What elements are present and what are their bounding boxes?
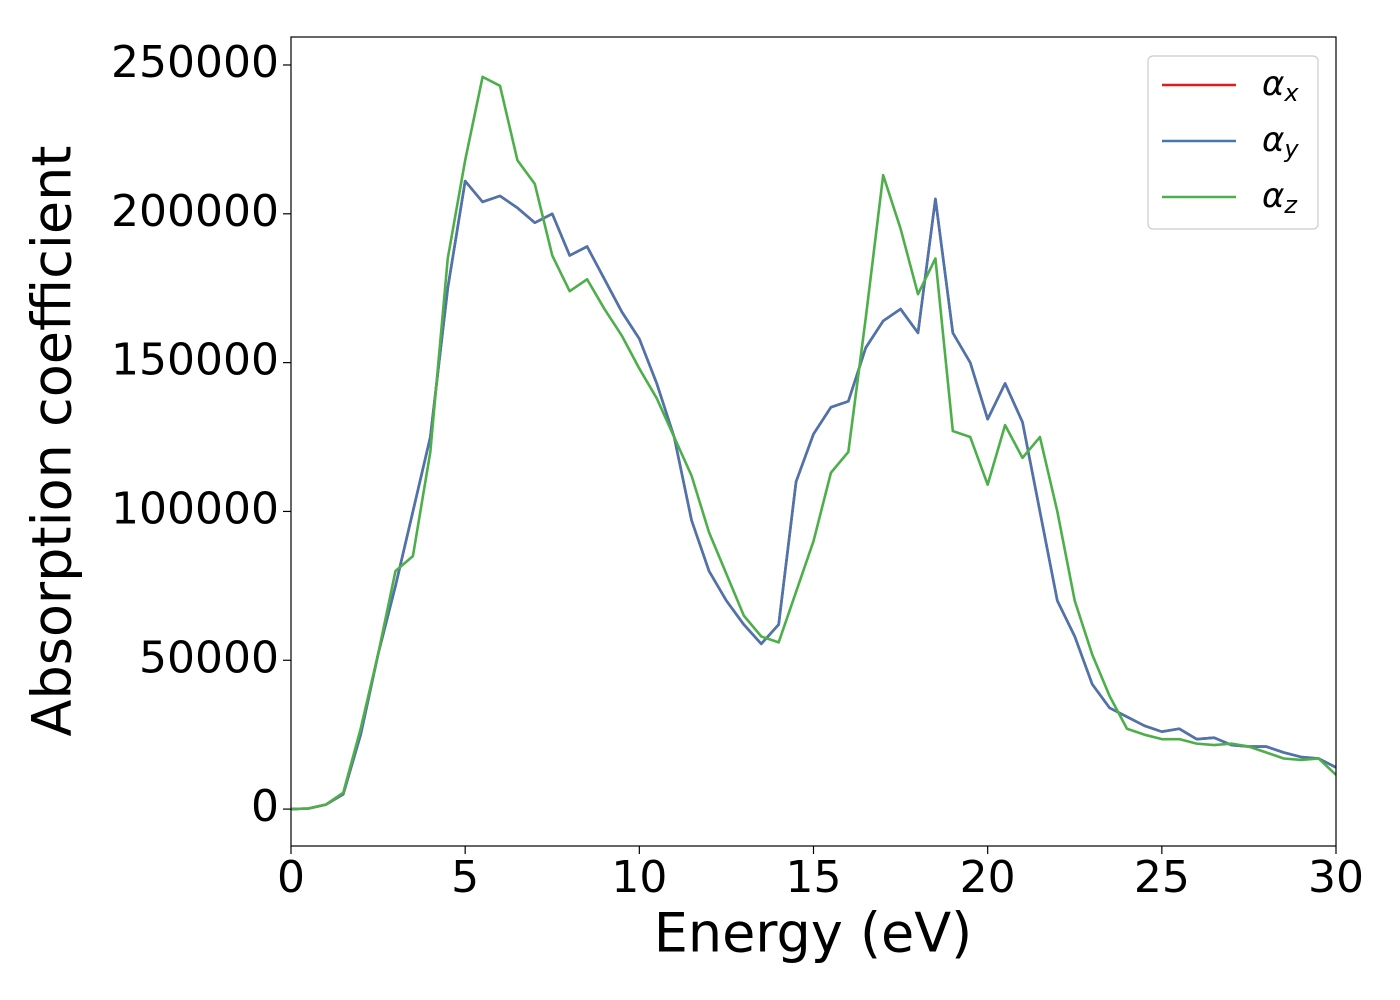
data-line (290, 75, 1337, 811)
x-tick-label: 10 (611, 852, 667, 903)
legend-label: αz (1262, 176, 1298, 220)
y-tick-label: 200000 (111, 186, 279, 237)
legend-label: αy (1262, 120, 1299, 164)
y-tick-label: 150000 (111, 335, 279, 386)
x-tick-label: 5 (451, 852, 479, 903)
x-axis-label: Energy (eV) (654, 902, 973, 965)
legend-box (1147, 55, 1319, 230)
y-axis-label: Absorption coefficient (21, 146, 84, 737)
x-tick-label: 25 (1134, 852, 1190, 903)
x-tick-label: 20 (960, 852, 1016, 903)
legend-label: αx (1262, 64, 1299, 108)
y-tick-label: 50000 (139, 632, 279, 683)
x-tick-label: 15 (786, 852, 842, 903)
y-tick-label: 100000 (111, 483, 279, 534)
x-tick-label: 0 (277, 852, 305, 903)
y-tick-label: 0 (251, 781, 279, 832)
plot-frame (290, 36, 1337, 847)
data-line (290, 179, 1337, 811)
x-tick-label: 30 (1308, 852, 1364, 903)
y-tick-label: 250000 (111, 37, 279, 88)
